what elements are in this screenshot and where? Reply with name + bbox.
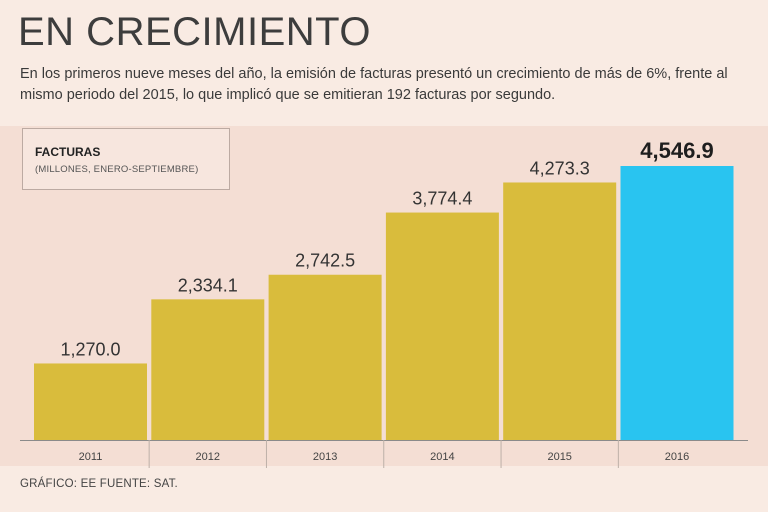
x-tick-label-2015: 2015 [547,451,571,463]
x-tick-label-2016: 2016 [665,451,689,463]
bar-2013 [268,274,382,440]
legend-title: FACTURAS [35,145,101,159]
bar-2016 [620,166,734,440]
page-title: EN CRECIMIENTO [18,10,371,54]
value-label-2016: 4,546.9 [640,138,713,163]
bar-2014 [385,212,499,440]
bar-2011 [34,363,147,440]
x-tick-label-2012: 2012 [196,451,220,463]
value-label-2012: 2,334.1 [178,275,238,295]
value-label-2014: 3,774.4 [412,189,472,209]
chart-legend: FACTURAS (MILLONES, ENERO-SEPTIEMBRE) [22,128,230,190]
value-label-2013: 2,742.5 [295,251,355,271]
source-credit: GRÁFICO: EE FUENTE: SAT. [20,478,178,490]
value-label-2015: 4,273.3 [530,158,590,178]
page-subtitle: En los primeros nueve meses del año, la … [20,66,728,103]
bar-2012 [151,299,265,440]
legend-subtitle: (MILLONES, ENERO-SEPTIEMBRE) [35,164,199,175]
x-tick-label-2011: 2011 [79,451,103,463]
x-tick-label-2014: 2014 [430,451,454,463]
value-label-2011: 1,270.0 [60,339,120,359]
bar-2015 [503,182,617,440]
x-tick-label-2013: 2013 [313,451,337,463]
